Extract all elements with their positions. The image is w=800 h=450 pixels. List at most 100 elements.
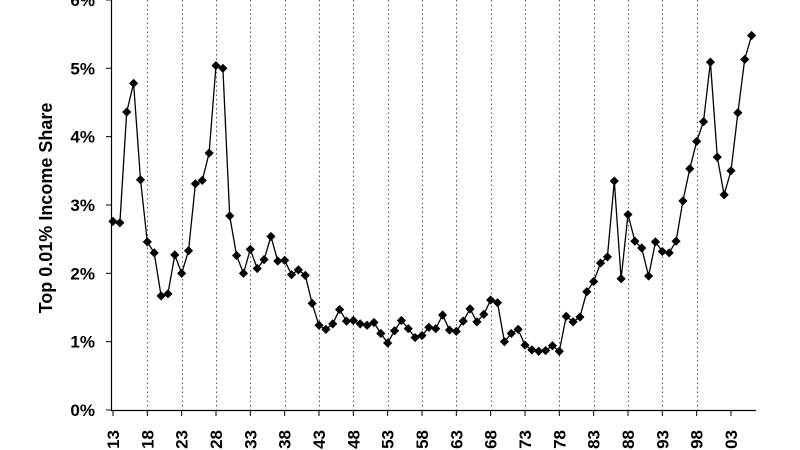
x-tick-label: 78 <box>550 430 569 449</box>
data-point <box>747 30 757 41</box>
data-point <box>245 244 255 255</box>
data-point <box>431 324 441 334</box>
data-point <box>204 148 214 158</box>
data-point <box>129 78 139 88</box>
data-point <box>108 216 118 226</box>
data-point <box>438 310 448 320</box>
data-point <box>135 175 146 185</box>
x-tick-label: 03 <box>722 430 741 449</box>
data-point <box>280 255 290 265</box>
data-point <box>321 324 331 334</box>
y-tick-label: 2% <box>70 264 95 283</box>
data-point <box>678 196 688 206</box>
data-point <box>177 268 187 278</box>
data-point <box>328 319 338 329</box>
data-point <box>623 209 633 220</box>
data-point <box>568 317 578 327</box>
data-point <box>163 289 173 299</box>
data-point <box>314 320 324 330</box>
data-point <box>602 252 612 262</box>
data-point <box>355 319 365 329</box>
data-point <box>341 316 352 326</box>
data-point <box>444 325 455 335</box>
data-point <box>575 312 585 322</box>
data-point <box>520 340 530 350</box>
data-point <box>637 243 647 253</box>
data-point <box>705 57 715 67</box>
data-point <box>726 166 736 176</box>
data-point <box>733 108 743 118</box>
data-point <box>362 320 372 330</box>
y-tick-label: 0% <box>70 401 95 420</box>
data-point <box>692 136 702 147</box>
x-tick-label: 58 <box>413 430 432 449</box>
x-tick-label: 88 <box>619 430 638 449</box>
data-point <box>122 107 132 117</box>
data-point <box>183 246 194 256</box>
data-point <box>499 337 509 347</box>
x-tick-label: 18 <box>138 430 157 449</box>
data-point <box>650 237 661 247</box>
data-point <box>541 345 551 356</box>
data-point <box>300 270 310 280</box>
data-point <box>698 117 709 127</box>
x-tick-label: 43 <box>310 430 329 449</box>
data-point <box>383 338 393 348</box>
data-point <box>424 322 434 332</box>
data-point <box>472 317 482 327</box>
data-point <box>451 326 461 337</box>
data-point <box>266 231 276 242</box>
x-tick-label: 33 <box>241 430 260 449</box>
data-point <box>335 304 345 315</box>
data-point <box>348 315 358 326</box>
data-point <box>671 236 681 246</box>
data-point <box>664 248 674 258</box>
data-point <box>252 263 262 274</box>
data-point <box>410 332 420 343</box>
data-point <box>486 295 496 305</box>
x-tick-label: 68 <box>482 430 501 449</box>
data-point <box>554 346 564 356</box>
data-point <box>211 60 221 71</box>
series-line <box>112 35 753 353</box>
x-tick-label: 53 <box>379 430 398 449</box>
data-point <box>156 291 166 301</box>
data-point <box>547 341 558 351</box>
data-point <box>458 316 468 326</box>
data-point <box>589 276 599 287</box>
data-point <box>218 63 228 73</box>
data-point <box>657 246 667 257</box>
x-tick-label: 23 <box>173 430 192 449</box>
data-point <box>479 309 489 319</box>
data-point <box>273 256 283 266</box>
data-point <box>293 265 303 275</box>
data-point <box>232 250 242 261</box>
data-point <box>644 271 654 281</box>
data-point <box>197 175 207 185</box>
data-point <box>417 330 427 341</box>
y-tick-label: 5% <box>70 59 95 78</box>
x-tick-label: 83 <box>585 430 604 449</box>
x-tick-label: 93 <box>653 430 672 449</box>
data-point <box>561 311 571 321</box>
data-point <box>403 324 413 334</box>
x-tick-label: 13 <box>104 430 123 449</box>
data-point <box>115 218 125 228</box>
data-point <box>149 248 159 258</box>
series-group <box>108 30 757 356</box>
data-point <box>142 237 152 247</box>
x-tick-label: 73 <box>516 430 535 449</box>
data-point <box>259 255 269 265</box>
x-tick-label: 28 <box>207 430 226 449</box>
data-point <box>609 176 619 186</box>
data-point <box>376 328 386 339</box>
y-tick-label: 3% <box>70 196 95 215</box>
x-tick-label: 98 <box>688 430 707 449</box>
data-point <box>389 326 400 336</box>
x-tick-label: 63 <box>447 430 466 449</box>
y-tick-label: 1% <box>70 333 95 352</box>
data-point <box>307 298 317 308</box>
data-point <box>513 324 523 334</box>
